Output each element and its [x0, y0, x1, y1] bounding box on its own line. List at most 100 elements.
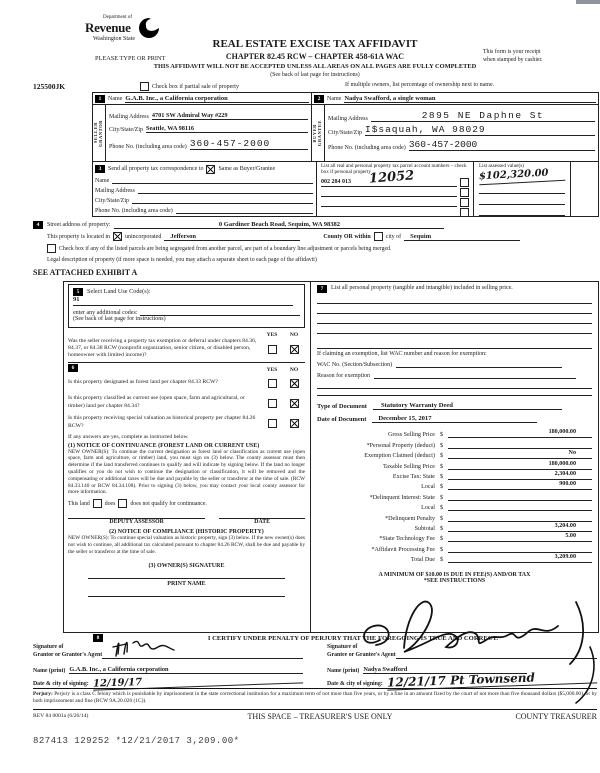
- amount-value-field[interactable]: [448, 513, 592, 522]
- dollar-sign: $: [440, 442, 444, 449]
- city-of-checkbox[interactable]: [373, 232, 383, 241]
- county-or-label: County OR within: [323, 233, 371, 240]
- q3-no-checkbox[interactable]: [289, 418, 299, 428]
- dollar-sign: $: [440, 505, 444, 512]
- assessed-label: List assessed value(s): [479, 163, 524, 169]
- amount-value-field[interactable]: [448, 544, 592, 553]
- q3-yes-checkbox[interactable]: [267, 418, 277, 428]
- land-use-box: 5 Select Land Use Code(s): 91 enter any …: [68, 284, 305, 328]
- amount-value-field[interactable]: 2,304.00: [448, 471, 592, 480]
- buyer-name-field[interactable]: Nadya Swafford, a single woman: [344, 95, 596, 103]
- additional-codes-label: enter any additional codes:: [73, 310, 138, 316]
- corr-city-label: City/State/Zip: [95, 198, 129, 204]
- personal-property-line-2[interactable]: [317, 304, 592, 314]
- amount-value-field[interactable]: 180,000.00: [448, 461, 592, 470]
- type-of-document-field[interactable]: Statutory Warranty Deed: [372, 402, 562, 410]
- grantor-name-label: Name (print): [33, 668, 66, 675]
- date-of-document-field[interactable]: December 15, 2017: [372, 415, 537, 423]
- amount-value-field[interactable]: 180,000.00: [448, 429, 592, 439]
- assessed-field-3[interactable]: [479, 194, 565, 205]
- corr-name-field[interactable]: [112, 176, 313, 184]
- grantor-signature: [112, 640, 175, 657]
- amount-value-field[interactable]: 900.00: [448, 481, 592, 491]
- section-3-number: 3: [95, 165, 105, 173]
- wac-field[interactable]: [396, 360, 562, 368]
- personal-property-line-1[interactable]: [317, 293, 592, 304]
- parcel-checkbox-4[interactable]: [460, 208, 469, 218]
- seller-section: 1 Name G.A.B. Inc., a California corpora…: [93, 93, 312, 161]
- personal-property-line-3[interactable]: [317, 314, 592, 324]
- grantee-signature-field[interactable]: [395, 644, 597, 660]
- parcel-field-4[interactable]: [321, 209, 457, 218]
- q2-yes-checkbox[interactable]: [267, 398, 277, 408]
- amount-value-field[interactable]: [448, 502, 592, 512]
- buyer-mailing-field[interactable]: 2895 NE Daphne St: [370, 110, 595, 122]
- dollar-sign: $: [440, 473, 444, 480]
- seller-mailing-field[interactable]: 4701 SW Admiral Way #229: [151, 112, 308, 120]
- personal-property-line-4[interactable]: [317, 324, 592, 334]
- does-label: does: [104, 500, 116, 507]
- grantor-sig-label-1: Signature of: [33, 644, 64, 650]
- parcel-field-1[interactable]: 002 284 013: [321, 179, 457, 188]
- buyer-side-label: BUYER GRANTEE: [312, 105, 325, 161]
- land-does-checkbox[interactable]: [92, 499, 102, 509]
- amount-value-field[interactable]: 3,209.00: [448, 554, 592, 564]
- partial-sale-checkbox[interactable]: [140, 82, 149, 91]
- deferral-yes-checkbox[interactable]: [267, 344, 277, 354]
- q2-no-checkbox[interactable]: [289, 398, 299, 408]
- receipt-note-line2: when stamped by cashier.: [483, 56, 543, 63]
- amount-value-field[interactable]: [448, 440, 592, 449]
- unincorporated-checkbox[interactable]: [113, 232, 122, 241]
- city-field[interactable]: Sequim: [404, 233, 521, 241]
- corr-mailing-field[interactable]: [137, 186, 313, 194]
- grantee-name-field[interactable]: Nadya Swafford: [363, 666, 527, 675]
- street-address-field[interactable]: 0 Gardiner Beach Road, Sequim, WA 98382: [114, 221, 445, 229]
- additional-codes-field[interactable]: [140, 308, 300, 316]
- buyer-section: 2 Name Nadya Swafford, a single woman BU…: [312, 93, 598, 161]
- reason-field[interactable]: [374, 371, 576, 379]
- assessed-field-2[interactable]: [479, 183, 565, 194]
- parcel-checkbox-3[interactable]: [460, 198, 469, 208]
- reason-line-2[interactable]: [317, 379, 592, 389]
- grantor-name-field[interactable]: G.A.B. Inc., a California corporation: [69, 666, 303, 675]
- seller-city-field[interactable]: Seattle, WA 98116: [146, 125, 308, 133]
- parcel-field-3[interactable]: [321, 199, 457, 208]
- qualify-prefix: This land: [68, 500, 90, 507]
- corr-phone-field[interactable]: [175, 206, 313, 214]
- owners-signature-field[interactable]: [88, 569, 285, 579]
- land-use-code-field[interactable]: 91: [73, 296, 293, 306]
- parcel-checkbox-2[interactable]: [460, 188, 469, 198]
- amount-value-field[interactable]: 5.00: [448, 533, 592, 543]
- county-field[interactable]: Jefferson: [164, 233, 301, 241]
- amount-label: *Personal Property (deduct): [366, 442, 435, 449]
- amount-value-field[interactable]: [448, 492, 592, 501]
- personal-property-label: List all personal property (tangible and…: [331, 285, 513, 291]
- print-name-field[interactable]: [88, 587, 285, 597]
- treasurer-space-label: THIS SPACE – TREASURER'S USE ONLY: [247, 711, 393, 721]
- amount-value-field[interactable]: No: [448, 450, 592, 460]
- amount-label: *Delinquent Interest: State: [369, 494, 435, 501]
- agency-logo: Department of Revenue Washington State: [85, 15, 161, 44]
- correspondence-section: 3 Send all property tax correspondence t…: [93, 162, 317, 216]
- amount-row: Subtotal $3,204.00: [317, 522, 592, 532]
- section-5-number: 5: [73, 287, 83, 296]
- buyer-city-field[interactable]: I$saquah, WA 98029: [365, 124, 595, 136]
- warning-line: THIS AFFIDAVIT WILL NOT BE ACCEPTED UNLE…: [153, 63, 477, 70]
- grantor-signature-field[interactable]: [102, 640, 303, 660]
- seller-phone-field[interactable]: 360-457-2000: [189, 138, 308, 150]
- deferral-no-checkbox[interactable]: [289, 344, 299, 354]
- amount-value-field[interactable]: 3,204.00: [448, 523, 592, 532]
- same-as-buyer-checkbox[interactable]: [206, 164, 216, 174]
- buyer-phone-field[interactable]: 360-457-2000: [408, 139, 595, 151]
- parcel-field-2[interactable]: [321, 189, 457, 198]
- corr-city-field[interactable]: [132, 196, 313, 204]
- parcel-checkbox-1[interactable]: [460, 178, 469, 188]
- exemption-claim-label: If claiming an exemption, list WAC numbe…: [317, 348, 592, 357]
- q1-no-checkbox[interactable]: [289, 378, 299, 388]
- segregated-checkbox[interactable]: [47, 244, 56, 253]
- land-does-not-checkbox[interactable]: [118, 499, 128, 509]
- assessed-field-4[interactable]: [479, 205, 565, 216]
- q1-yes-checkbox[interactable]: [267, 378, 277, 388]
- seller-name-field[interactable]: G.A.B. Inc., a California corporation: [125, 95, 309, 103]
- grantee-signature: [363, 600, 584, 665]
